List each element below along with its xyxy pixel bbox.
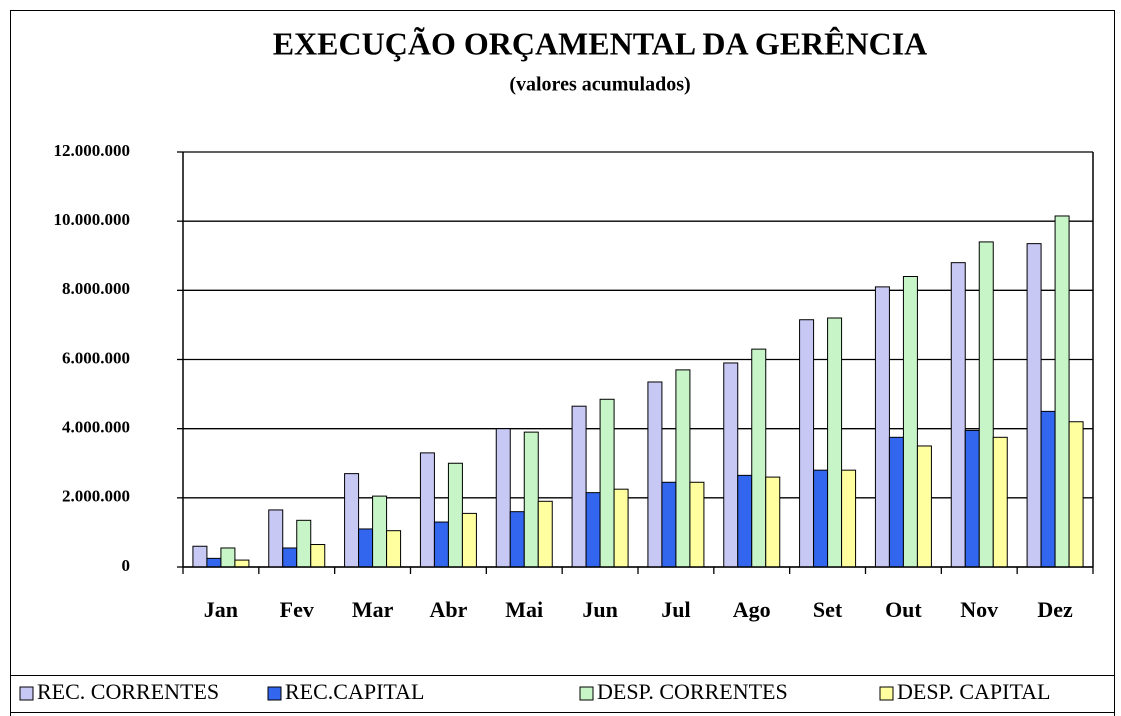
chart-subtitle: (valores acumulados) [509,74,690,96]
x-tick-label: Set [813,597,843,622]
bar [192,545,208,568]
x-tick-label: Dez [1037,597,1073,622]
bar [358,528,374,568]
bar [571,405,587,568]
x-tick-label: Jan [204,597,238,622]
bar [1054,215,1070,568]
bar [902,276,918,568]
bar [372,495,388,568]
bar [675,369,691,568]
bar [827,317,843,568]
bar [874,286,890,568]
bar [509,511,525,568]
chart-title: EXECUÇÃO ORÇAMENTAL DA GERÊNCIA [273,25,928,61]
y-tick-label: 10.000.000 [54,210,131,229]
bar [585,492,601,568]
bar [310,544,326,568]
y-tick-label: 2.000.000 [62,487,130,506]
y-tick-label: 12.000.000 [54,141,131,160]
bar [799,319,815,568]
legend-label: REC.CAPITAL [285,679,424,704]
bar [888,436,904,568]
bar [206,557,222,568]
x-tick-label: Ago [733,597,771,622]
x-tick-label: Nov [960,597,998,622]
y-tick-label: 8.000.000 [62,279,130,298]
bar [461,512,477,568]
bar [841,469,857,568]
bar [1026,243,1042,568]
bar [1040,410,1056,568]
bar [813,469,829,568]
legend-box [10,675,1115,713]
bar [220,547,236,568]
bar [523,431,539,568]
bar [737,474,753,568]
bar [613,488,629,568]
bar [234,559,250,568]
chart-frame [10,10,1115,716]
bar [599,398,615,568]
x-tick-label: Jul [661,597,690,622]
bar [1068,421,1084,568]
bar [916,445,932,568]
bar [661,481,677,568]
bar [386,530,402,568]
bar [751,348,767,568]
x-tick-label: Mar [352,597,394,622]
legend-swatch [579,686,594,701]
legend-label: REC. CORRENTES [37,679,219,704]
bar [992,436,1008,568]
x-tick-label: Fev [280,597,314,622]
legend-label: DESP. CORRENTES [597,679,788,704]
bar [433,521,449,568]
legend-swatch [879,686,894,701]
bar [964,429,980,568]
bar [978,241,994,568]
bar [495,428,511,568]
bar [765,476,781,568]
bar [950,262,966,568]
bar [647,381,663,568]
bar [537,500,553,568]
x-tick-label: Mai [505,597,543,622]
x-tick-label: Abr [429,597,467,622]
legend-label: DESP. CAPITAL [897,679,1050,704]
x-tick-label: Out [885,597,922,622]
bar [296,519,312,568]
bar [419,452,435,568]
y-tick-label: 0 [122,556,131,575]
bar [282,547,298,568]
bar [447,462,463,568]
y-tick-label: 6.000.000 [62,348,130,367]
x-tick-label: Jun [582,597,617,622]
bar [344,473,360,568]
bar [723,362,739,568]
legend-swatch [267,686,282,701]
y-tick-label: 4.000.000 [62,418,130,437]
legend-swatch [19,686,34,701]
bar [689,481,705,568]
bar [268,509,284,568]
